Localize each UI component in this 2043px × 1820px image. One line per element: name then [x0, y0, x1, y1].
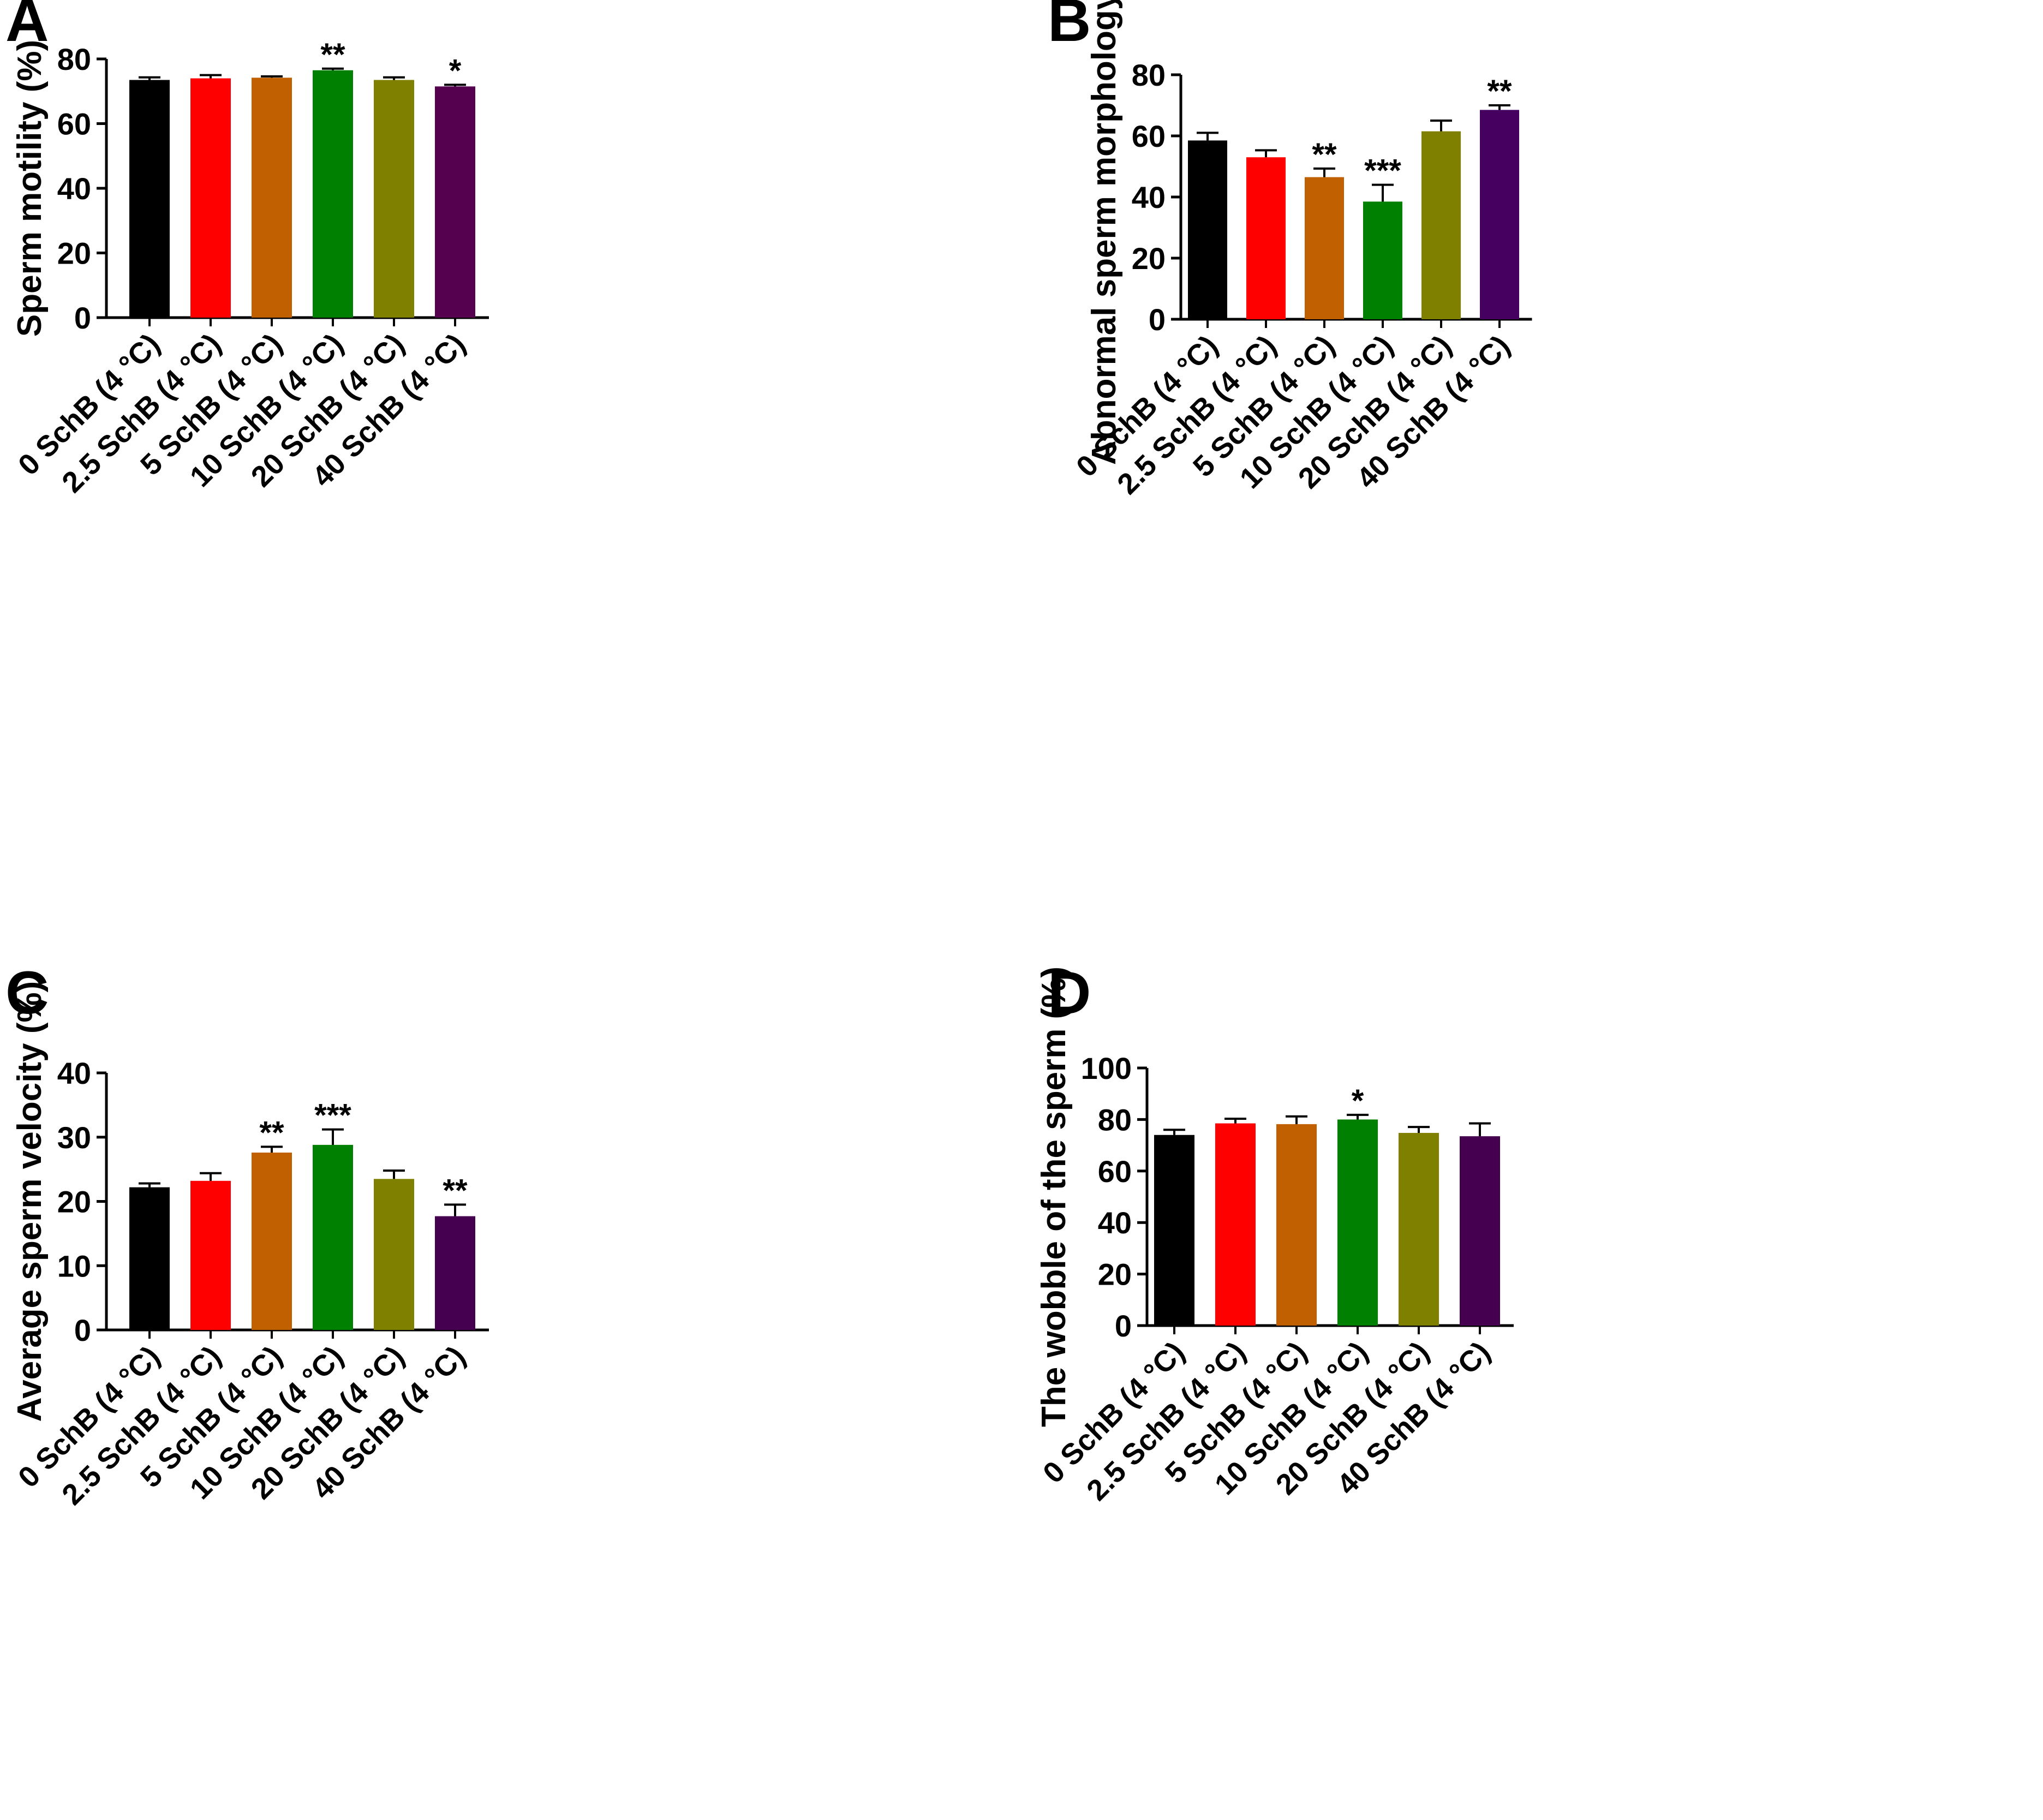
bar — [1460, 1136, 1500, 1326]
y-tick-label: 80 — [57, 42, 91, 76]
y-tick-label: 20 — [57, 236, 91, 271]
y-tick-label: 20 — [57, 1185, 91, 1219]
bar — [252, 1153, 292, 1330]
bar — [1399, 1132, 1439, 1326]
panel-letter: B — [1048, 0, 1091, 54]
y-tick-label: 0 — [1149, 302, 1166, 337]
significance-marker: * — [1352, 1083, 1364, 1119]
panel-letter: A — [5, 0, 49, 54]
bar — [1305, 177, 1344, 319]
significance-marker: ** — [320, 37, 345, 73]
y-tick-label: 0 — [1115, 1309, 1132, 1343]
y-axis-title: The wobble of the sperm (%) — [1035, 966, 1073, 1427]
y-tick-label: 60 — [57, 107, 91, 141]
y-axis-title: Abnormal sperm morphology (%) — [1085, 0, 1123, 465]
panel-letter: C — [5, 959, 49, 1027]
y-tick-label: 0 — [74, 301, 91, 335]
bar — [374, 80, 414, 318]
y-tick-label: 20 — [1098, 1257, 1132, 1292]
bar — [1154, 1135, 1194, 1326]
significance-marker: ** — [1487, 74, 1512, 109]
panel-d: D 0 20 40 60 80 100 The wobble of the sperm (%)… — [1021, 910, 2043, 1819]
bar — [190, 78, 231, 318]
bar — [374, 1179, 414, 1330]
bar — [1421, 131, 1461, 319]
significance-marker: ** — [443, 1173, 468, 1208]
significance-marker: ** — [1312, 137, 1337, 172]
y-tick-label: 60 — [1098, 1154, 1132, 1189]
bar — [1480, 110, 1519, 319]
significance-marker: *** — [1364, 153, 1401, 189]
bar — [129, 80, 170, 318]
y-tick-label: 100 — [1081, 1051, 1132, 1085]
y-tick-label: 10 — [57, 1249, 91, 1283]
bar — [1363, 201, 1402, 319]
y-tick-label: 60 — [1132, 119, 1166, 153]
bar — [252, 77, 292, 318]
significance-marker: * — [449, 53, 462, 88]
panel-b: B 0 20 40 60 80 Abnormal sperm morphology (%) 0… — [1021, 0, 2043, 910]
bar — [1246, 157, 1286, 319]
y-tick-label: 0 — [74, 1313, 91, 1347]
bar — [1215, 1123, 1256, 1326]
y-tick-label: 20 — [1132, 241, 1166, 276]
bar — [1337, 1119, 1378, 1326]
panel-letter: D — [1048, 959, 1091, 1027]
significance-marker: ** — [259, 1115, 284, 1150]
y-axis-title: Average sperm velocity (%) — [11, 981, 49, 1422]
bar — [1188, 140, 1227, 319]
bar — [435, 1216, 475, 1330]
y-tick-label: 40 — [57, 171, 91, 206]
bar — [190, 1180, 231, 1330]
y-axis-title: Sperm motility (%) — [11, 40, 49, 337]
y-tick-label: 40 — [57, 1056, 91, 1090]
bar — [1276, 1124, 1317, 1326]
bar — [313, 1144, 353, 1330]
panel-c: C 0 10 20 30 40 Average sperm velocity (%) 0 Sc… — [0, 910, 1021, 1819]
bar — [129, 1187, 170, 1330]
y-tick-label: 80 — [1098, 1102, 1132, 1137]
bar — [435, 86, 475, 318]
bar — [313, 70, 353, 318]
y-tick-label: 30 — [57, 1120, 91, 1155]
significance-marker: *** — [314, 1098, 351, 1133]
y-tick-label: 40 — [1132, 180, 1166, 214]
panel-a: A 0 20 40 60 80 Sperm motility (%) 0 SchB (4 °C… — [0, 0, 1021, 910]
y-tick-label: 80 — [1132, 58, 1166, 92]
y-tick-label: 40 — [1098, 1206, 1132, 1240]
